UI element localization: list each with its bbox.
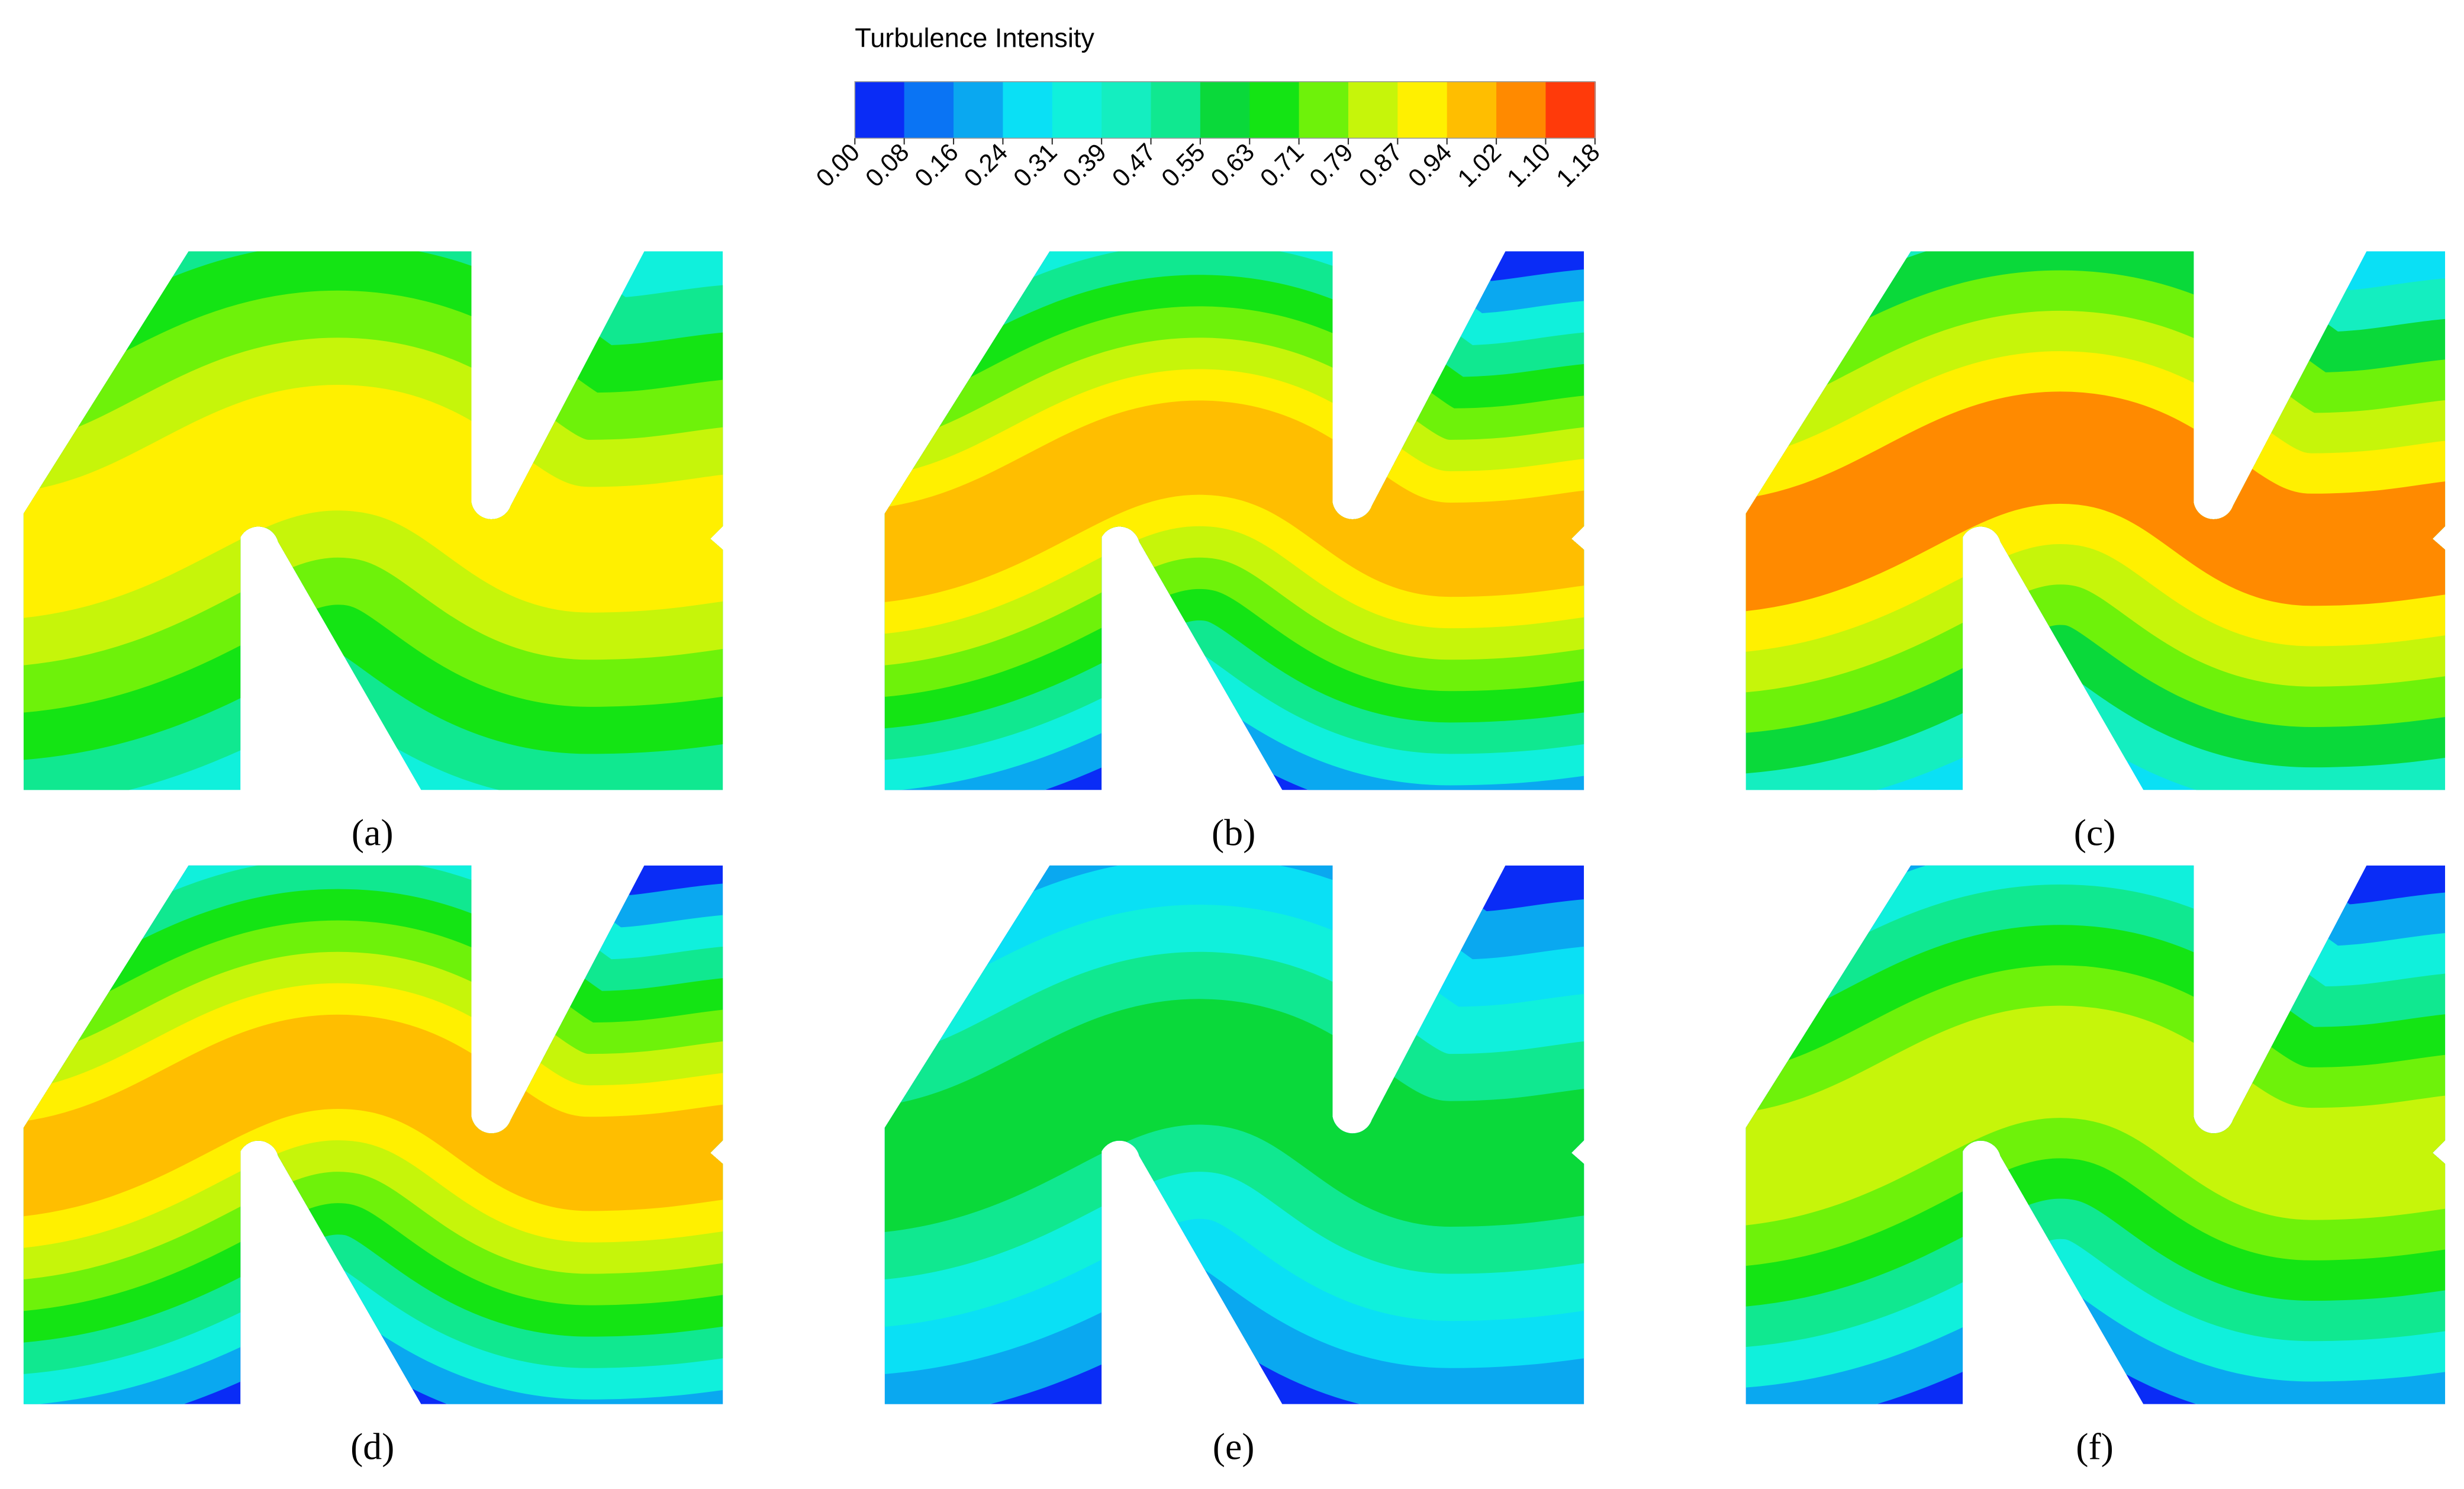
contour-band — [884, 400, 1584, 605]
colorbar-tick-label: 0.16 — [909, 138, 964, 192]
colorbar-band — [1545, 81, 1596, 139]
colorbar-tick-label: 1.02 — [1452, 138, 1506, 192]
colorbar-band — [1496, 81, 1547, 139]
colorbar-band — [1052, 81, 1103, 139]
colorbar-tick-label: 0.94 — [1403, 138, 1457, 192]
colorbar-band — [1299, 81, 1349, 139]
colorbar-band — [1249, 81, 1300, 139]
colorbar-tick-label: 0.47 — [1107, 138, 1161, 192]
contour-panel — [23, 251, 723, 790]
panel-label: (f) — [2076, 1426, 2114, 1468]
colorbar-band — [1101, 81, 1152, 139]
contour-panel — [1745, 865, 2446, 1404]
contour-band — [23, 1014, 723, 1219]
colorbar-band — [1200, 81, 1251, 139]
colorbar-tick-label: 0.55 — [1156, 138, 1210, 192]
colorbar-frame — [854, 81, 1596, 139]
colorbar-tick-label: 0.63 — [1206, 138, 1260, 192]
colorbar-tick-label: 0.71 — [1255, 138, 1309, 192]
panel-label: (b) — [1212, 811, 1255, 853]
colorbar-band — [1003, 81, 1054, 139]
colorbar-band — [954, 81, 1004, 139]
panel-label: (d) — [350, 1426, 394, 1468]
colorbar-band — [1447, 81, 1497, 139]
colorbar-tick-label: 0.79 — [1304, 138, 1358, 192]
contour-band — [1745, 391, 2446, 614]
colorbar-band — [1151, 81, 1202, 139]
colorbar-tick-label: 1.10 — [1502, 138, 1556, 192]
colorbar-band — [904, 81, 955, 139]
colorbar-title: Turbulence Intensity — [855, 23, 1094, 53]
contour-panel — [884, 251, 1584, 790]
panel-label: (e) — [1213, 1426, 1255, 1468]
colorbar-tick-label: 0.39 — [1057, 138, 1112, 192]
contour-band — [23, 384, 723, 620]
colorbar-band — [1348, 81, 1399, 139]
contour-band — [884, 999, 1584, 1235]
colorbar-tick-label: 0.24 — [959, 138, 1013, 192]
contour-band — [1745, 1005, 2446, 1228]
colorbar-band — [1397, 81, 1448, 139]
colorbar-tick-label: 0.00 — [811, 138, 865, 192]
contour-panel — [884, 865, 1584, 1404]
contour-panel — [23, 865, 723, 1404]
colorbar-band — [855, 81, 905, 139]
colorbar-tick-label: 0.87 — [1354, 138, 1408, 192]
panel-label: (a) — [352, 811, 394, 853]
colorbar-tick-label: 0.08 — [860, 138, 914, 192]
colorbar-tick-label: 1.18 — [1551, 138, 1605, 192]
panel-label: (c) — [2074, 811, 2116, 853]
contour-panel — [1745, 251, 2446, 790]
colorbar-tick-label: 0.31 — [1008, 138, 1062, 192]
